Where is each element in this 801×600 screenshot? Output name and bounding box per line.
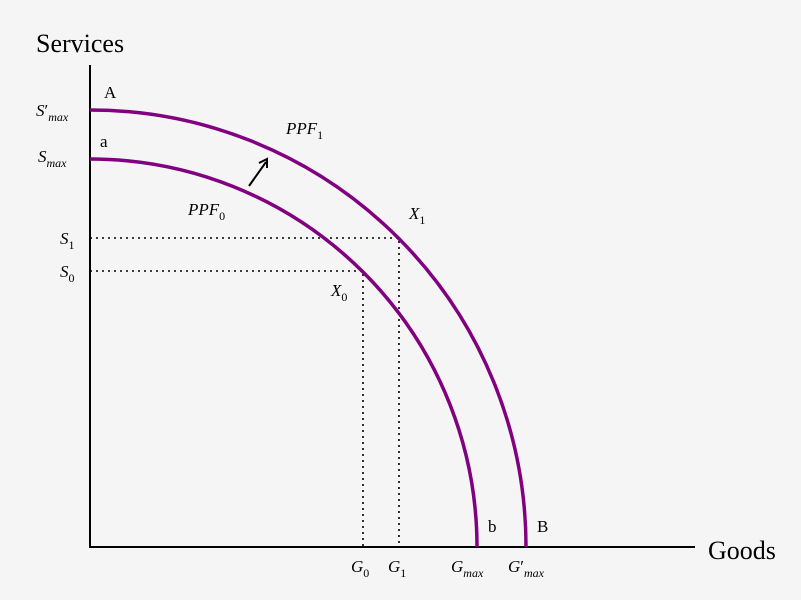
y-axis-title: Services xyxy=(36,29,124,58)
ppf0-curve xyxy=(89,157,479,548)
point-A-label: A xyxy=(104,83,117,102)
ppf1-curve xyxy=(89,108,528,548)
ppf0-label: PPF0 xyxy=(187,200,225,223)
point-a-label: a xyxy=(100,132,108,151)
x-axis-title: Goods xyxy=(708,536,776,565)
point-b-label: b xyxy=(488,517,497,536)
shift-arrow-icon xyxy=(248,157,268,187)
y-tick-s0: S0 xyxy=(60,262,75,285)
y-tick-s-max: Smax xyxy=(38,147,67,170)
x-tick-g-max-prime: G′max xyxy=(508,557,545,580)
x-tick-g1: G1 xyxy=(388,557,406,580)
point-x0-label: X0 xyxy=(330,281,347,304)
x-tick-g0: G0 xyxy=(351,557,369,580)
x-tick-g-max: Gmax xyxy=(451,557,484,580)
y-tick-s1: S1 xyxy=(60,229,75,252)
point-x1-label: X1 xyxy=(408,204,425,227)
y-tick-s-max-prime: S′max xyxy=(36,101,69,124)
guide-lines-x0 xyxy=(90,270,364,547)
guide-lines-x1 xyxy=(90,237,400,547)
ppf1-label: PPF1 xyxy=(285,119,323,142)
point-B-label: B xyxy=(537,517,548,536)
